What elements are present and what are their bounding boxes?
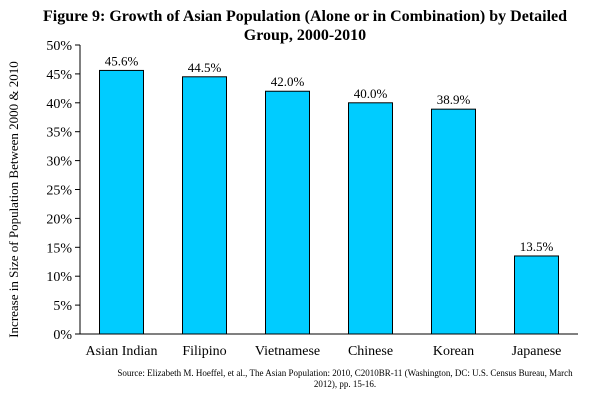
bar <box>514 255 559 335</box>
y-tick-label: 5% <box>53 299 72 314</box>
y-tick-label: 20% <box>46 212 72 227</box>
y-axis-title: Increase in Size of Population Between 2… <box>6 61 21 338</box>
chart-title: Figure 9: Growth of Asian Population (Al… <box>42 8 568 44</box>
category-label: Chinese <box>348 344 393 359</box>
data-label: 13.5% <box>520 239 554 254</box>
y-tick-label: 30% <box>46 155 72 170</box>
bar <box>265 90 310 335</box>
y-tick-label: 15% <box>46 241 72 256</box>
category-label: Asian Indian <box>86 344 158 359</box>
data-label: 38.9% <box>437 92 471 107</box>
data-label: 42.0% <box>271 74 305 89</box>
data-label: 45.6% <box>105 53 139 68</box>
y-tick-label: 50% <box>46 39 72 54</box>
bar <box>99 69 144 335</box>
data-labels: 45.6% 44.5% 42.0% 40.0% 38.9% 13.5% <box>105 53 554 254</box>
y-tick-label: 25% <box>46 184 72 199</box>
data-label: 40.0% <box>354 86 388 101</box>
category-labels: Asian Indian Filipino Vietnamese Chinese Kor… <box>86 344 562 359</box>
category-label: Korean <box>433 344 474 359</box>
bar <box>348 102 393 335</box>
y-axis-ticks: 0% 5% 10% 15% 20% 25% 30% 35% 40% 45% 50% <box>46 39 80 343</box>
data-label: 44.5% <box>188 60 222 75</box>
category-label: Japanese <box>512 344 562 359</box>
bar <box>182 76 227 335</box>
bar <box>431 108 476 335</box>
y-tick-label: 35% <box>46 126 72 141</box>
bars <box>99 69 559 335</box>
source-note: Source: Elizabeth M. Hoeffel, et al., Th… <box>117 368 573 389</box>
y-tick-label: 0% <box>53 328 72 343</box>
y-tick-label: 10% <box>46 270 72 285</box>
category-label: Vietnamese <box>255 344 320 359</box>
y-tick-label: 40% <box>46 97 72 112</box>
category-label: Filipino <box>182 344 226 359</box>
y-tick-label: 45% <box>46 68 72 83</box>
